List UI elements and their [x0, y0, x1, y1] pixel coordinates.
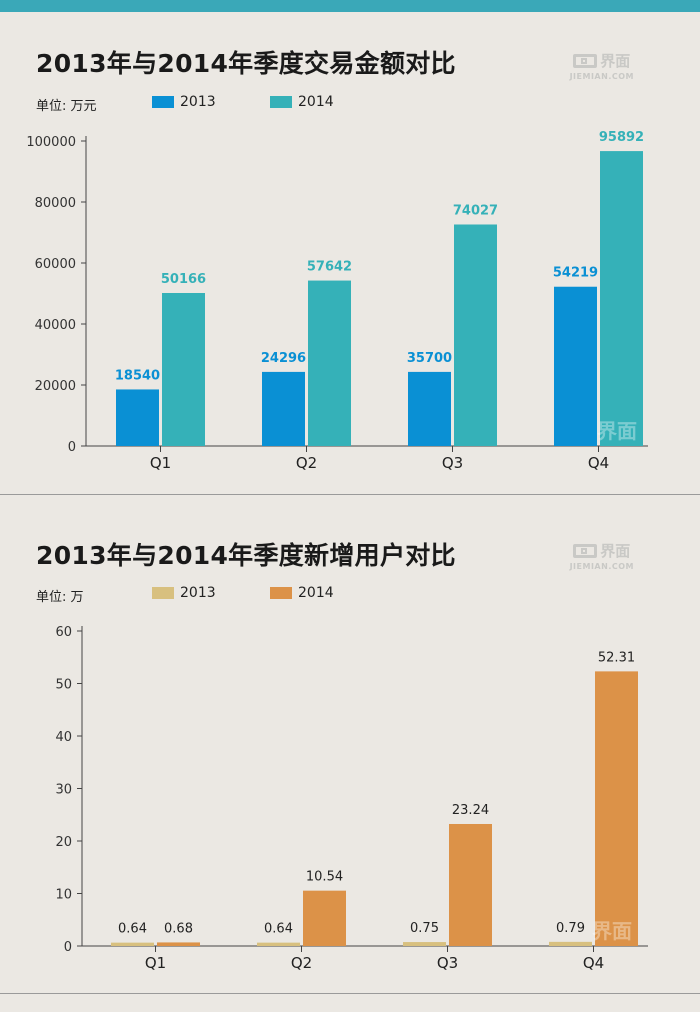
data-label-2013-Q4: 0.79 [556, 921, 585, 936]
data-label-2014-Q2: 57642 [307, 260, 352, 275]
chart-panel-transaction: 2013年与2014年季度交易金额对比 界面 JIEMIAN.COM 单位: 万… [0, 0, 700, 495]
y-tick-label: 30 [55, 783, 72, 798]
bar-2014-Q2 [308, 280, 351, 446]
bar-2013-Q1 [116, 389, 159, 446]
bar-chart-transaction: 0 20000 40000 60000 80000 100000 18540 50166 Q1 2… [26, 130, 648, 472]
y-tick-label: 60 [55, 625, 72, 640]
x-tick-label: Q2 [291, 954, 312, 972]
y-tick-label: 60000 [35, 257, 76, 272]
logo-mark-icon [573, 53, 598, 68]
bar-2013-Q1 [111, 942, 154, 946]
data-label-2013-Q2: 0.64 [264, 922, 293, 937]
y-tick-label: 20000 [35, 379, 76, 394]
bar-2014-Q4 [595, 671, 638, 946]
watermark-logo: 界面 [592, 919, 632, 943]
y-tick-label: 20 [55, 835, 72, 850]
panel-divider [0, 494, 700, 495]
watermark-logo: 界面 [597, 419, 637, 443]
y-tick-label: 80000 [35, 196, 76, 211]
chart-title: 2013年与2014年季度交易金额对比 [36, 49, 456, 78]
data-label-2013-Q3: 35700 [407, 351, 452, 366]
jiemian-logo: 界面 JIEMIAN.COM [569, 542, 634, 571]
data-label-2014-Q2: 10.54 [306, 870, 343, 885]
legend-swatch-2013 [152, 96, 174, 108]
x-tick-label: Q1 [150, 454, 171, 472]
x-tick-label: Q4 [583, 954, 604, 972]
bar-2013-Q2 [257, 942, 300, 946]
y-tick-label: 0 [64, 940, 72, 955]
jiemian-logo: 界面 JIEMIAN.COM [569, 52, 634, 81]
data-label-2014-Q3: 74027 [453, 203, 498, 218]
legend-swatch-2014 [270, 587, 292, 599]
y-tick-label: 100000 [26, 135, 76, 150]
legend-item-2014: 2014 [270, 94, 334, 110]
y-tick-label: 40 [55, 730, 72, 745]
y-tick-label: 50 [55, 678, 72, 693]
unit-label: 单位: 万 [36, 590, 84, 605]
y-tick-label: 10 [55, 888, 72, 903]
bar-2013-Q2 [262, 371, 305, 446]
data-label-2014-Q4: 95892 [599, 130, 644, 145]
data-label-2013-Q2: 24296 [261, 351, 306, 366]
bar-2013-Q4 [554, 286, 597, 446]
legend-item-2014: 2014 [270, 585, 334, 601]
legend-item-2013: 2013 [152, 94, 216, 110]
bar-2014-Q3 [454, 224, 497, 446]
bar-2014-Q1 [162, 292, 205, 446]
data-label-2013-Q1: 0.64 [118, 922, 147, 937]
data-label-2013-Q3: 0.75 [410, 921, 439, 936]
data-label-2014-Q4: 52.31 [598, 650, 635, 665]
bar-2013-Q3 [403, 942, 446, 946]
data-label-2013-Q4: 54219 [553, 266, 598, 281]
bar-2014-Q4 [600, 151, 643, 446]
x-tick-label: Q3 [442, 454, 463, 472]
logo-mark-icon [573, 543, 598, 558]
legend-swatch-2014 [270, 96, 292, 108]
y-tick-label: 40000 [35, 318, 76, 333]
x-tick-label: Q1 [145, 954, 166, 972]
legend-item-2013: 2013 [152, 585, 216, 601]
legend-swatch-2013 [152, 587, 174, 599]
data-label-2013-Q1: 18540 [115, 368, 160, 383]
bar-2013-Q4 [549, 941, 592, 946]
bar-2013-Q3 [408, 371, 451, 446]
bottom-divider [0, 993, 700, 994]
data-label-2014-Q3: 23.24 [452, 803, 489, 818]
data-label-2014-Q1: 50166 [161, 272, 206, 287]
x-tick-label: Q4 [588, 454, 609, 472]
bar-2014-Q3 [449, 823, 492, 946]
top-accent-bar [0, 0, 700, 12]
data-label-2014-Q1: 0.68 [164, 921, 193, 936]
bar-2014-Q2 [303, 890, 346, 946]
x-tick-label: Q3 [437, 954, 458, 972]
y-tick-label: 0 [68, 440, 76, 455]
unit-label: 单位: 万元 [36, 99, 97, 114]
chart-title: 2013年与2014年季度新增用户对比 [36, 541, 456, 570]
x-tick-label: Q2 [296, 454, 317, 472]
bar-2014-Q1 [157, 942, 200, 946]
